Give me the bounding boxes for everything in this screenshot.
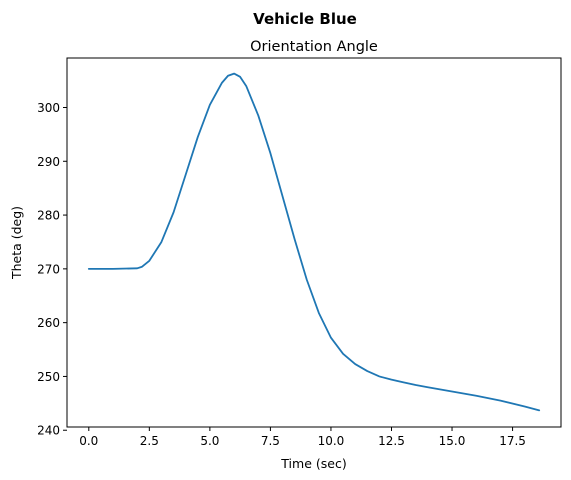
chart-title: Orientation Angle (250, 39, 378, 55)
y-tick-label: 280 (37, 209, 60, 223)
y-axis-label: Theta (deg) (9, 206, 24, 280)
y-tick-label: 260 (37, 316, 60, 330)
x-axis-ticks: 0.0 2.5 5.0 7.5 10.0 12.5 15.0 17.5 (79, 427, 526, 448)
x-tick-label: 17.5 (499, 434, 526, 448)
y-tick-label: 250 (37, 370, 60, 384)
figure-suptitle: Vehicle Blue (253, 10, 357, 28)
x-tick-label: 12.5 (378, 434, 405, 448)
x-tick-label: 2.5 (140, 434, 159, 448)
x-tick-label: 0.0 (79, 434, 98, 448)
x-axis-label: Time (sec) (280, 456, 346, 471)
y-tick-label: 240 (37, 424, 60, 438)
y-tick-label: 270 (37, 262, 60, 276)
series-line-0 (87, 72, 541, 412)
x-tick-label: 10.0 (318, 434, 345, 448)
x-tick-label: 15.0 (439, 434, 466, 448)
plot-area (87, 72, 541, 412)
x-tick-label: 7.5 (261, 434, 280, 448)
x-tick-label: 5.0 (200, 434, 219, 448)
axes-frame (66, 57, 562, 428)
y-tick-label: 290 (37, 155, 60, 169)
y-axis-ticks: 240 250 260 270 280 290 300 (37, 101, 67, 438)
y-tick-label: 300 (37, 101, 60, 115)
